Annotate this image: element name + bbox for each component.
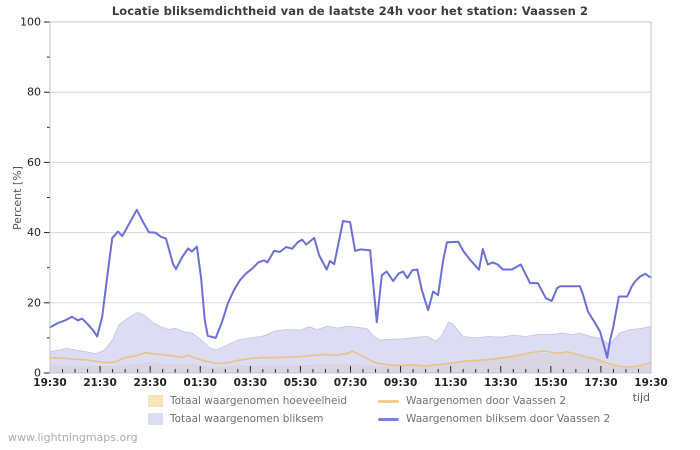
svg-text:19:30: 19:30 [634, 377, 667, 389]
svg-text:100: 100 [20, 16, 41, 29]
waargenomen-bliksem-door-swatch [378, 417, 399, 421]
svg-text:20: 20 [27, 296, 41, 309]
series [49, 208, 652, 374]
svg-text:01:30: 01:30 [184, 377, 217, 389]
plot-border [49, 21, 652, 374]
svg-text:05:30: 05:30 [284, 377, 317, 389]
watermark: www.lightningmaps.org [8, 431, 138, 444]
x-tick-labels: 19:30 21:30 23:30 01:30 03:30 05:30 07:30 09:30… [33, 377, 667, 389]
svg-text:13:30: 13:30 [484, 377, 517, 389]
svg-text:11:30: 11:30 [434, 377, 467, 389]
legend-item-waargenomen-door: Waargenomen door Vaassen 2 [378, 394, 566, 408]
svg-text:15:30: 15:30 [534, 377, 567, 389]
legend-item-totaal-hoeveelheid: Totaal waargenomen hoeveelheid [148, 394, 347, 408]
waargenomen-door-swatch [378, 399, 399, 403]
svg-text:0: 0 [34, 367, 41, 380]
legend-item-totaal-bliksem: Totaal waargenomen bliksem [148, 412, 324, 426]
totaal-bliksem-swatch [148, 413, 163, 425]
legend-label: Waargenomen door Vaassen 2 [406, 395, 567, 407]
svg-text:80: 80 [27, 86, 41, 99]
svg-text:19:30: 19:30 [33, 377, 66, 389]
svg-text:09:30: 09:30 [384, 377, 417, 389]
series-area [49, 311, 652, 374]
legend-label: Totaal waargenomen bliksem [170, 413, 324, 425]
totaal-hoeveelheid-swatch [148, 395, 163, 407]
svg-text:60: 60 [27, 156, 41, 169]
svg-text:40: 40 [27, 226, 41, 239]
svg-text:21:30: 21:30 [83, 377, 116, 389]
legend-label: Totaal waargenomen hoeveelheid [170, 395, 348, 407]
series-line [49, 208, 652, 359]
svg-text:23:30: 23:30 [133, 377, 166, 389]
svg-text:17:30: 17:30 [584, 377, 617, 389]
legend-label: Waargenomen bliksem door Vaassen 2 [406, 413, 611, 425]
gridlines [50, 91, 651, 304]
svg-text:03:30: 03:30 [234, 377, 267, 389]
legend-item-waargenomen-bliksem-door: Waargenomen bliksem door Vaassen 2 [378, 412, 610, 426]
series-line [49, 350, 652, 368]
chart-title: Locatie bliksemdichtheid van de laatste … [111, 4, 589, 18]
y-tick-labels: 0 20 40 60 80 100 [20, 16, 41, 380]
svg-text:07:30: 07:30 [334, 377, 367, 389]
y-axis-title: Percent [%] [11, 166, 24, 230]
x-axis-title: tijd [632, 391, 650, 404]
